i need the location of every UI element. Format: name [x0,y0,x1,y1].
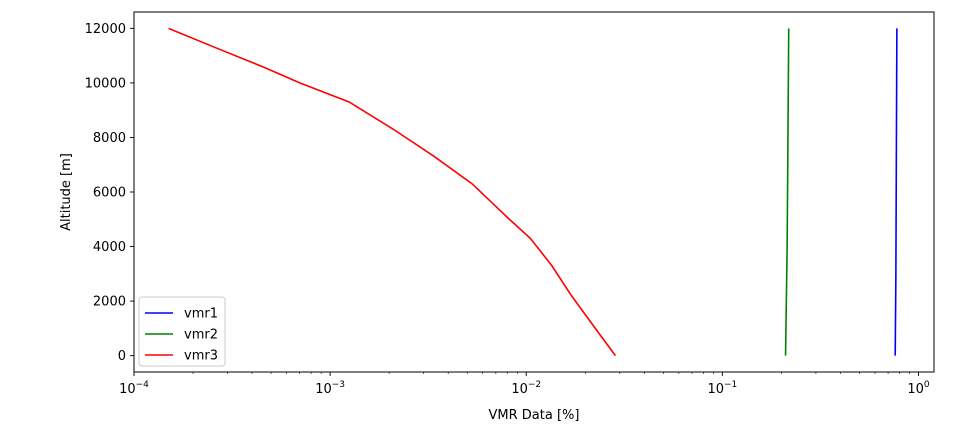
legend-label-vmr1: vmr1 [184,307,218,322]
x-tick-label-base: 10 [119,382,136,397]
x-tick-label: 10−4 [119,380,149,397]
x-tick-label-exponent: −2 [528,380,541,390]
series-line-vmr2 [784,28,790,356]
x-tick-label-base: 10 [511,382,528,397]
series-lines [168,27,898,357]
series-line-vmr1 [894,28,898,356]
y-axis-label: Altitude [m] [59,153,74,231]
legend: vmr1 vmr2 vmr3 [138,296,226,367]
x-tick-label: 100 [907,380,930,397]
legend-label-vmr3: vmr3 [184,349,218,364]
x-tick-label: 10−1 [707,380,737,397]
x-tick-label-base: 10 [907,382,924,397]
y-tick-label: 0 [118,349,126,364]
x-axis-ticks: 10−4 10−3 10−2 10−1 100 [119,372,930,397]
x-tick-label-exponent: −4 [136,380,150,390]
x-tick-label-exponent: −1 [724,380,737,390]
x-tick-label-base: 10 [315,382,332,397]
x-axis-label: VMR Data [%] [489,408,580,423]
legend-box [138,296,226,367]
series-line-vmr3 [168,27,617,357]
x-tick-label-base: 10 [707,382,724,397]
y-tick-label: 6000 [93,186,126,201]
y-tick-label: 12000 [85,22,126,37]
x-tick-label: 10−3 [315,380,345,397]
x-tick-label: 10−2 [511,380,541,397]
y-tick-label: 4000 [93,240,126,255]
y-tick-label: 8000 [93,131,126,146]
x-tick-label-exponent: 0 [924,380,930,390]
y-tick-label: 2000 [93,295,126,310]
y-tick-label: 10000 [85,76,126,91]
x-tick-label-exponent: −3 [332,380,345,390]
legend-label-vmr2: vmr2 [184,328,218,343]
y-axis-ticks: 0 2000 4000 6000 8000 10000 12000 [85,22,134,364]
